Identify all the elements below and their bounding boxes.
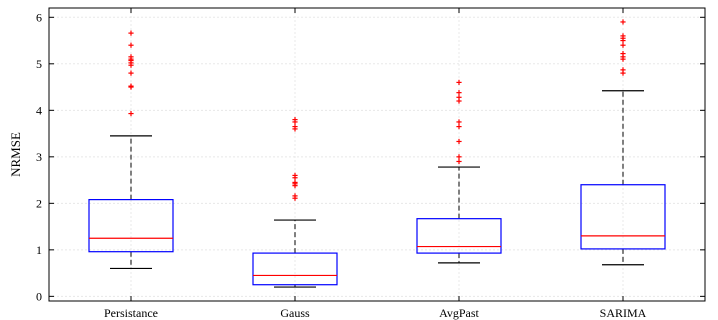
outlier-point [128,54,134,60]
outlier-point [128,30,134,36]
outlier-point [620,33,626,39]
outlier-point [456,138,462,145]
plot-frame [48,7,706,302]
outlier-point [292,172,298,179]
box-group-persistance [88,30,174,270]
y-tick-label: 6 [36,10,42,24]
box-group-gauss [252,117,338,288]
box-group-sarima [580,19,666,266]
x-tick-label: AvgPast [439,306,479,320]
outlier-point [292,193,298,199]
y-tick-label: 1 [36,243,42,257]
iqr-box [88,199,174,253]
outlier-point [456,154,462,160]
outlier-point [456,94,462,100]
outlier-point [620,19,626,25]
axes-layer: 0 1 2 3 4 5 6 Persistance Gauss AvgPast SARIMA [36,7,706,320]
outlier-point [292,117,298,123]
x-tick-label: Gauss [280,306,310,320]
box-group-avgpast [416,79,502,264]
outlier-point [128,83,134,89]
outlier-point [292,179,298,186]
outlier-point [128,42,134,48]
iqr-box [580,184,666,250]
y-tick-label: 3 [36,150,42,164]
y-tick-label: 5 [36,57,42,71]
y-tick-label: 2 [36,196,42,210]
iqr-box [252,252,338,286]
y-axis-label: NRMSE [8,132,23,177]
x-tick-label: Persistance [104,306,158,320]
outlier-point [128,70,134,76]
x-tick-label: SARIMA [600,306,647,320]
outlier-point [620,42,626,48]
outlier-point [292,123,298,130]
outlier-point [456,79,462,86]
iqr-box [416,218,502,254]
outlier-point [456,119,462,125]
outlier-point [620,67,626,73]
outlier-point [456,90,462,96]
outlier-point [128,110,134,117]
outlier-point [456,158,462,165]
boxes-layer [88,19,666,288]
outlier-point [456,123,462,130]
y-tick-label: 0 [36,289,42,303]
outlier-point [620,50,626,57]
y-tick-label: 4 [36,103,42,117]
